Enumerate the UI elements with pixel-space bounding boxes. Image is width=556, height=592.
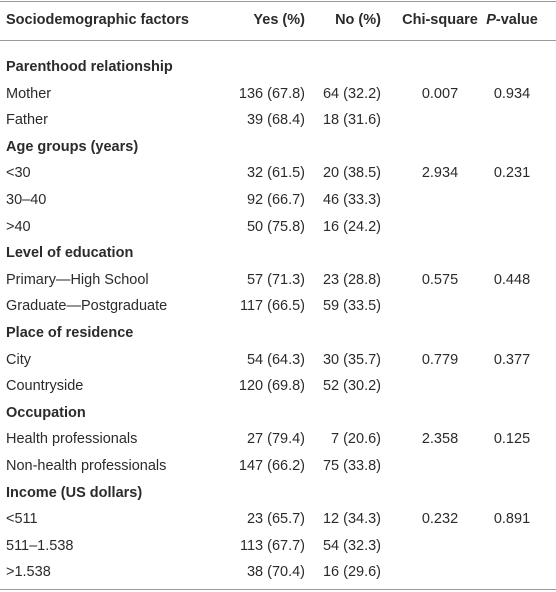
row-label: Graduate—Postgraduate <box>6 298 168 315</box>
section-title: Place of residence <box>6 325 134 341</box>
yes-cell: 38 (70.4) <box>246 564 305 581</box>
no-cell: 46 (33.3) <box>322 192 381 208</box>
yes-cell: 32 (61.5) <box>246 165 305 182</box>
row-label: Health professionals <box>6 431 138 448</box>
no-cell: 18 (31.6) <box>322 112 381 129</box>
chi-square-cell: 0.575 <box>421 271 459 288</box>
section-title: Level of education <box>6 245 134 262</box>
row-label: <30 <box>6 165 31 182</box>
row-label: Primary—High School <box>6 271 149 288</box>
yes-cell: 50 (75.8) <box>246 218 305 235</box>
chi-square-cell: 0.779 <box>421 351 459 368</box>
yes-cell: 39 (68.4) <box>246 112 305 129</box>
yes-cell: 57 (71.3) <box>246 271 305 288</box>
header-cell: Yes (%) <box>253 12 305 28</box>
p-value-cell: 0.448 <box>493 271 531 288</box>
row-label: Father <box>6 112 48 129</box>
p-value-cell: 0.377 <box>493 351 531 368</box>
yes-cell: 92 (66.7) <box>246 192 305 208</box>
chi-square-cell: 2.934 <box>421 165 459 182</box>
no-cell: 54 (32.3) <box>322 537 381 554</box>
bottom-rule <box>0 589 556 590</box>
no-cell: 59 (33.5) <box>322 298 381 315</box>
header-cell: Sociodemographic factors <box>6 12 189 28</box>
no-cell: 20 (38.5) <box>322 165 381 182</box>
yes-cell: 117 (66.5) <box>239 298 305 315</box>
chi-square-cell: 2.358 <box>421 431 459 448</box>
section-title: Age groups (years) <box>6 138 139 155</box>
row-label: Non-health professionals <box>6 458 167 474</box>
row-label: >1.538 <box>6 564 51 581</box>
row-label: 511–1.538 <box>6 537 74 554</box>
section-title: Income (US dollars) <box>6 484 143 501</box>
yes-cell: 54 (64.3) <box>246 351 305 368</box>
row-label: <511 <box>6 511 38 528</box>
yes-cell: 113 (67.7) <box>239 537 305 554</box>
no-cell: 12 (34.3) <box>322 511 381 528</box>
no-cell: 23 (28.8) <box>322 271 381 288</box>
header-cell: P-value <box>462 10 556 30</box>
row-label: Mother <box>6 85 52 102</box>
no-cell: 75 (33.8) <box>322 458 381 474</box>
header-rule <box>0 40 556 41</box>
yes-cell: 147 (66.2) <box>238 458 305 474</box>
section-title: Occupation <box>6 404 86 421</box>
no-cell: 30 (35.7) <box>322 351 381 368</box>
yes-cell: 27 (79.4) <box>246 431 305 448</box>
no-cell: 16 (29.6) <box>322 564 381 581</box>
section-title: Parenthood relationship <box>6 59 173 75</box>
yes-cell: 23 (65.7) <box>246 511 305 528</box>
header-italic: P <box>486 12 496 28</box>
header-text: -value <box>495 12 538 28</box>
row-label: City <box>6 351 31 368</box>
row-label: Countryside <box>6 378 84 395</box>
no-cell: 16 (24.2) <box>322 218 381 235</box>
p-value-cell: 0.231 <box>493 165 531 182</box>
no-cell: 64 (32.2) <box>322 85 381 102</box>
yes-cell: 136 (67.8) <box>238 85 305 102</box>
header-cell: Chi-square <box>402 12 478 28</box>
chi-square-cell: 0.007 <box>421 85 459 102</box>
row-label: 30–40 <box>6 192 47 208</box>
row-label: >40 <box>6 218 31 235</box>
no-cell: 52 (30.2) <box>322 378 381 395</box>
chi-square-cell: 0.232 <box>421 511 459 528</box>
p-value-cell: 0.891 <box>493 511 531 528</box>
p-value-cell: 0.125 <box>493 431 531 448</box>
yes-cell: 120 (69.8) <box>238 378 305 395</box>
header-cell: No (%) <box>335 12 381 28</box>
top-rule <box>0 1 556 2</box>
no-cell: 7 (20.6) <box>331 431 381 448</box>
p-value-cell: 0.934 <box>493 85 531 102</box>
